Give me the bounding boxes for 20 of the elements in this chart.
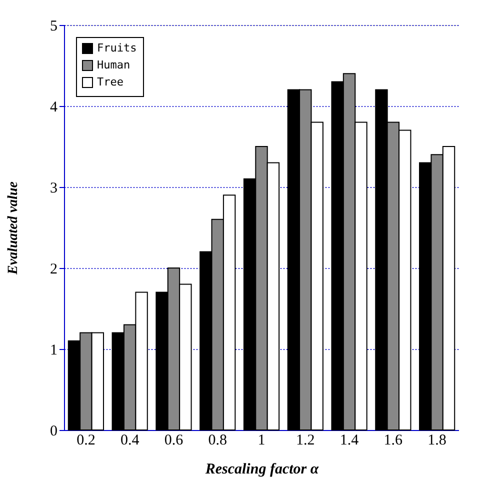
x-tick-label: 0.2 [76, 432, 96, 448]
legend-label: Tree [97, 76, 124, 88]
x-axis-title: Rescaling factor α [204, 462, 320, 478]
y-tick-label: 5 [50, 18, 58, 34]
legend-label: Human [97, 58, 130, 72]
y-tick-label: 1 [50, 342, 58, 358]
y-axis-title: Evaluated value [6, 182, 21, 276]
x-tick-label: 1.4 [340, 432, 360, 448]
x-tick-label: 1.8 [428, 432, 446, 448]
x-tick-label: 0.4 [120, 432, 140, 448]
y-tick-label: 0 [50, 424, 58, 440]
x-tick-label: 1.2 [296, 432, 315, 448]
legend-label: Fruits [97, 42, 137, 54]
x-tick-label: 0.8 [208, 432, 227, 448]
x-tick-label: 1.6 [384, 432, 404, 448]
x-tick-label: 0.6 [164, 432, 184, 448]
y-tick-label: 2 [50, 262, 58, 278]
y-tick-label: 3 [50, 180, 58, 196]
x-tick-label: 1 [258, 432, 266, 448]
y-tick-label: 4 [50, 100, 58, 116]
